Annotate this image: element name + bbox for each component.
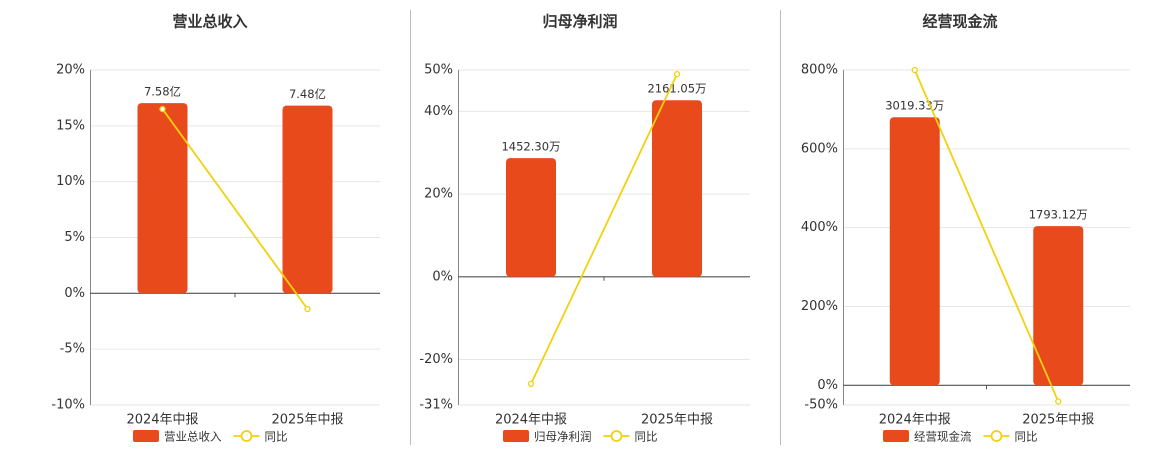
line-point bbox=[527, 380, 535, 388]
legend-label: 同比 bbox=[1015, 430, 1038, 444]
y-tick-label: 20% bbox=[56, 63, 85, 78]
y-tick-label: 15% bbox=[56, 118, 85, 133]
legend-label: 归母净利润 bbox=[534, 430, 592, 444]
x-tick-label: 2025年中报 bbox=[271, 413, 343, 428]
y-tick-label: 0% bbox=[432, 269, 453, 284]
value-label: 7.58亿 bbox=[144, 85, 181, 99]
legend-swatch bbox=[240, 430, 253, 442]
line bbox=[161, 108, 309, 310]
x-tick-label: 2024年中报 bbox=[879, 413, 951, 428]
y-tick-label: 5% bbox=[64, 230, 85, 245]
line-point bbox=[304, 305, 311, 313]
bar bbox=[1033, 226, 1084, 386]
line bbox=[913, 69, 1060, 402]
legend-swatch bbox=[503, 430, 529, 442]
y-tick-label: 800% bbox=[801, 63, 838, 78]
y-tick-label: 200% bbox=[801, 299, 838, 314]
y-tick-label: 50% bbox=[424, 63, 453, 78]
y-tick-label: 40% bbox=[424, 104, 453, 119]
line-point bbox=[159, 105, 166, 113]
legend-swatch bbox=[883, 430, 909, 442]
line-point bbox=[911, 66, 918, 74]
y-tick-label: -20% bbox=[419, 352, 453, 367]
y-tick-label: -50% bbox=[804, 398, 838, 413]
y-tick-label: -31% bbox=[419, 398, 453, 413]
y-tick-label: -5% bbox=[60, 342, 85, 357]
legend-label: 同比 bbox=[635, 430, 658, 444]
legend-label: 经营现金流 bbox=[914, 430, 972, 444]
bar bbox=[137, 103, 188, 294]
value-label: 2161.05万 bbox=[647, 82, 706, 96]
chart-title: 营业总收入 bbox=[172, 13, 247, 31]
y-tick-label: 20% bbox=[424, 187, 453, 202]
y-tick-label: 400% bbox=[801, 220, 838, 235]
bar bbox=[282, 105, 333, 294]
x-tick-label: 2024年中报 bbox=[126, 413, 198, 428]
bar bbox=[889, 117, 940, 386]
legend-label: 营业总收入 bbox=[164, 430, 222, 444]
legend-swatch bbox=[610, 430, 623, 442]
y-tick-label: 600% bbox=[801, 141, 838, 156]
bar bbox=[506, 158, 556, 277]
line-point bbox=[673, 70, 681, 78]
legend-swatch bbox=[133, 430, 159, 442]
x-tick-label: 2024年中报 bbox=[495, 413, 567, 428]
y-tick-label: 0% bbox=[64, 286, 85, 301]
chart-title: 归母净利润 bbox=[542, 13, 617, 31]
value-label: 1452.30万 bbox=[501, 140, 560, 154]
x-tick-label: 2025年中报 bbox=[641, 413, 713, 428]
y-tick-label: 10% bbox=[56, 174, 85, 189]
value-label: 3019.33万 bbox=[885, 99, 944, 113]
value-label: 7.48亿 bbox=[289, 87, 326, 101]
legend-swatch bbox=[990, 430, 1003, 442]
y-tick-label: -10% bbox=[51, 398, 85, 413]
x-tick-label: 2025年中报 bbox=[1022, 413, 1094, 428]
y-tick-label: 0% bbox=[817, 378, 838, 393]
bar bbox=[652, 100, 702, 277]
value-label: 1793.12万 bbox=[1029, 208, 1088, 222]
line bbox=[530, 73, 678, 385]
legend-label: 同比 bbox=[265, 430, 288, 444]
line-point bbox=[1055, 398, 1062, 405]
chart-title: 经营现金流 bbox=[922, 13, 997, 31]
